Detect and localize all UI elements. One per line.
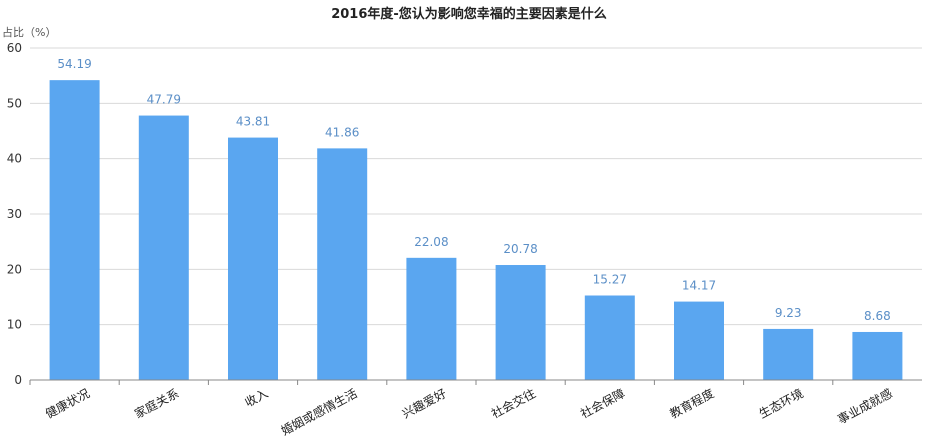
x-axis-categories: 健康状况 家庭关系 收入 婚姻或感情生活 兴趣爱好 社会交往 社会保障 教育程度 生态环境 事业成… [29, 380, 895, 438]
data-label: 41.86 [325, 125, 359, 139]
data-label: 22.08 [414, 235, 448, 249]
x-category-label: 健康状况 [43, 385, 92, 421]
data-label: 43.81 [236, 115, 270, 129]
data-label: 8.68 [864, 309, 891, 323]
data-label: 14.17 [682, 279, 716, 293]
y-axis-label: 占比（%） [2, 25, 56, 39]
bar [495, 265, 546, 380]
bar [674, 301, 724, 380]
data-label: 15.27 [593, 273, 627, 287]
x-category-label: 收入 [243, 386, 271, 410]
bars [49, 80, 903, 380]
y-tick-label: 30 [7, 207, 22, 221]
bar [584, 295, 635, 380]
data-label: 9.23 [775, 306, 802, 320]
x-category-label: 社会保障 [578, 385, 627, 421]
y-tick-label: 10 [7, 318, 22, 332]
x-category-label: 生态环境 [756, 385, 805, 421]
y-tick-label: 0 [14, 373, 22, 387]
y-tick-label: 40 [7, 152, 22, 166]
y-tick-label: 60 [7, 41, 22, 55]
bar [763, 328, 814, 380]
chart-title: 2016年度-您认为影响您幸福的主要因素是什么 [331, 6, 607, 22]
bar [406, 257, 457, 380]
bar [228, 137, 278, 380]
data-label: 47.79 [147, 93, 181, 107]
bar [317, 148, 368, 380]
y-tick-label: 20 [7, 262, 22, 276]
bar [49, 80, 100, 380]
y-axis-ticks: 0 10 20 30 40 50 60 [7, 41, 22, 387]
y-tick-label: 50 [7, 96, 22, 110]
x-category-label: 事业成就感 [835, 385, 895, 426]
data-labels: 54.19 47.79 43.81 41.86 22.08 20.78 15.27 14.17… [57, 57, 890, 323]
data-label: 20.78 [503, 242, 537, 256]
data-label: 54.19 [57, 57, 91, 71]
bar [852, 331, 903, 380]
x-category-label: 兴趣爱好 [399, 385, 448, 421]
x-category-label: 社会交往 [489, 385, 538, 421]
x-category-label: 婚姻或感情生活 [278, 385, 359, 438]
x-category-label: 教育程度 [667, 385, 716, 421]
x-category-label: 家庭关系 [132, 385, 181, 421]
bar [138, 115, 189, 380]
